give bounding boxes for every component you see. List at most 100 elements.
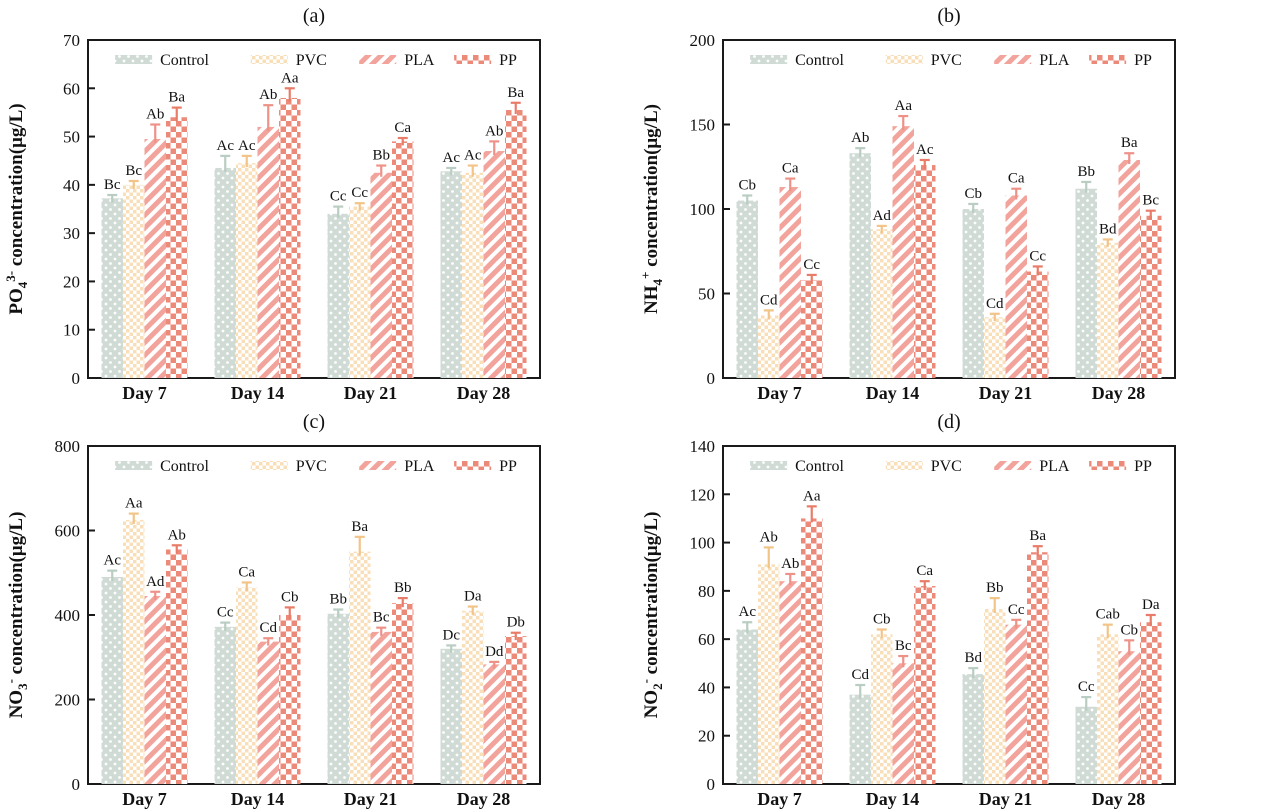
significance-label: Cc [1029,248,1046,264]
significance-label: Ba [507,85,524,101]
panel-title: (d) [937,411,960,433]
chart-panel-c: (c) 0 200 400 600 800 NO3- concentration(μg/L)… [0,406,634,812]
significance-label: Ab [851,130,869,146]
y-tick-label: 200 [55,691,81,710]
bar-pla-day28 [483,664,505,784]
significance-label: Ba [351,519,368,535]
y-tick-label: 50 [698,285,715,304]
legend-label-pvc: PVC [931,458,962,475]
y-axis-label: NO2- concentration(μg/L) [638,512,665,719]
y-tick-label: 800 [55,437,81,456]
y-tick-label: 20 [63,272,80,291]
bar-pvc-day7 [758,564,780,784]
significance-label: Dc [443,627,461,643]
bar-control-day7 [101,576,123,784]
legend-label-control: Control [160,52,209,69]
bar-pp-day14 [914,586,936,784]
bar-pvc-day21 [984,317,1006,378]
significance-label: Ad [873,208,892,224]
bar-pla-day21 [370,631,392,784]
x-category-label: Day 21 [344,789,398,809]
significance-label: Ca [394,120,411,136]
y-axis-label: NO3- concentration(μg/L) [3,512,30,719]
y-tick-label: 120 [690,485,716,504]
x-category-label: Day 21 [979,789,1033,809]
bar-pvc-day21 [984,608,1006,784]
bar-control-day28 [1075,706,1097,784]
significance-label: Aa [281,70,299,86]
legend-label-pvc: PVC [296,458,327,475]
legend-swatch-pp [454,461,492,470]
y-tick-label: 60 [63,79,80,98]
bar-pvc-day14 [236,163,258,378]
legend-label-pla: PLA [1039,458,1070,475]
x-category-label: Day 7 [757,789,802,809]
legend-swatch-pla [359,461,397,470]
x-category-label: Day 28 [457,789,511,809]
y-tick-label: 600 [55,522,81,541]
legend-label-pp: PP [1134,458,1152,475]
y-tick-label: 400 [55,606,81,625]
legend-label-pvc: PVC [296,52,327,69]
significance-label: Ca [238,564,255,580]
bar-pp-day28 [505,636,527,784]
legend-swatch-pp [1089,55,1127,64]
significance-label: Cd [851,667,869,683]
bar-control-day14 [849,694,871,784]
x-category-label: Day 14 [866,383,920,403]
y-tick-label: 100 [690,200,716,219]
y-tick-label: 20 [698,727,715,746]
significance-label: Ab [760,529,778,545]
bar-pla-day21 [1005,624,1027,784]
bar-pla-day7 [144,138,166,378]
significance-label: Cc [803,257,820,273]
significance-label: Ca [916,563,933,579]
chart-panel-a: (a) 0 10 20 30 40 50 60 70 PO43- concentration(μg… [0,0,634,406]
bar-control-day28 [440,171,462,378]
legend-swatch-pvc [885,55,923,64]
significance-label: Cb [873,611,891,627]
legend-label-pvc: PVC [931,52,962,69]
legend-label-pp: PP [499,52,517,69]
significance-label: Ac [217,138,235,154]
y-tick-label: 60 [698,630,715,649]
significance-label: Bd [1099,221,1117,237]
y-tick-label: 100 [690,534,716,553]
legend-label-pp: PP [1134,52,1152,69]
significance-label: Cc [1078,679,1095,695]
y-tick-label: 10 [63,321,80,340]
y-tick-label: 200 [690,31,716,50]
legend-swatch-control [750,461,788,470]
significance-label: Bc [125,163,142,179]
bar-pla-day28 [483,151,505,378]
significance-label: Cd [760,292,778,308]
chart-svg-b: (b) 0 50 100 150 200 NH4+ concentration(μg/L) D… [638,5,1176,403]
plot-frame [87,39,541,379]
significance-label: Ba [1121,135,1138,151]
significance-label: Ac [104,553,122,569]
x-category-label: Day 28 [457,383,511,403]
bar-pla-day7 [144,595,166,784]
significance-label: Aa [803,488,821,504]
significance-label: Da [464,589,482,605]
y-tick-label: 0 [72,369,81,388]
significance-label: Aa [125,496,143,512]
panel-title: (c) [303,411,325,433]
bar-pvc-day7 [123,519,145,784]
plot-frame [722,445,1176,785]
significance-label: Ba [168,90,185,106]
y-tick-label: 40 [698,678,715,697]
significance-label: Cc [330,189,347,205]
legend-swatch-pvc [250,55,288,64]
x-category-label: Day 14 [866,789,920,809]
significance-label: Cb [281,589,299,605]
significance-label: Bb [1077,164,1095,180]
panel-title: (b) [937,5,960,27]
bar-control-day21 [962,209,984,378]
bar-pp-day28 [1140,215,1162,378]
bar-pvc-day28 [1097,242,1119,378]
bar-pla-day14 [257,126,279,379]
bar-pla-day14 [257,641,279,784]
significance-label: Aa [895,98,913,114]
significance-label: Cc [351,185,368,201]
